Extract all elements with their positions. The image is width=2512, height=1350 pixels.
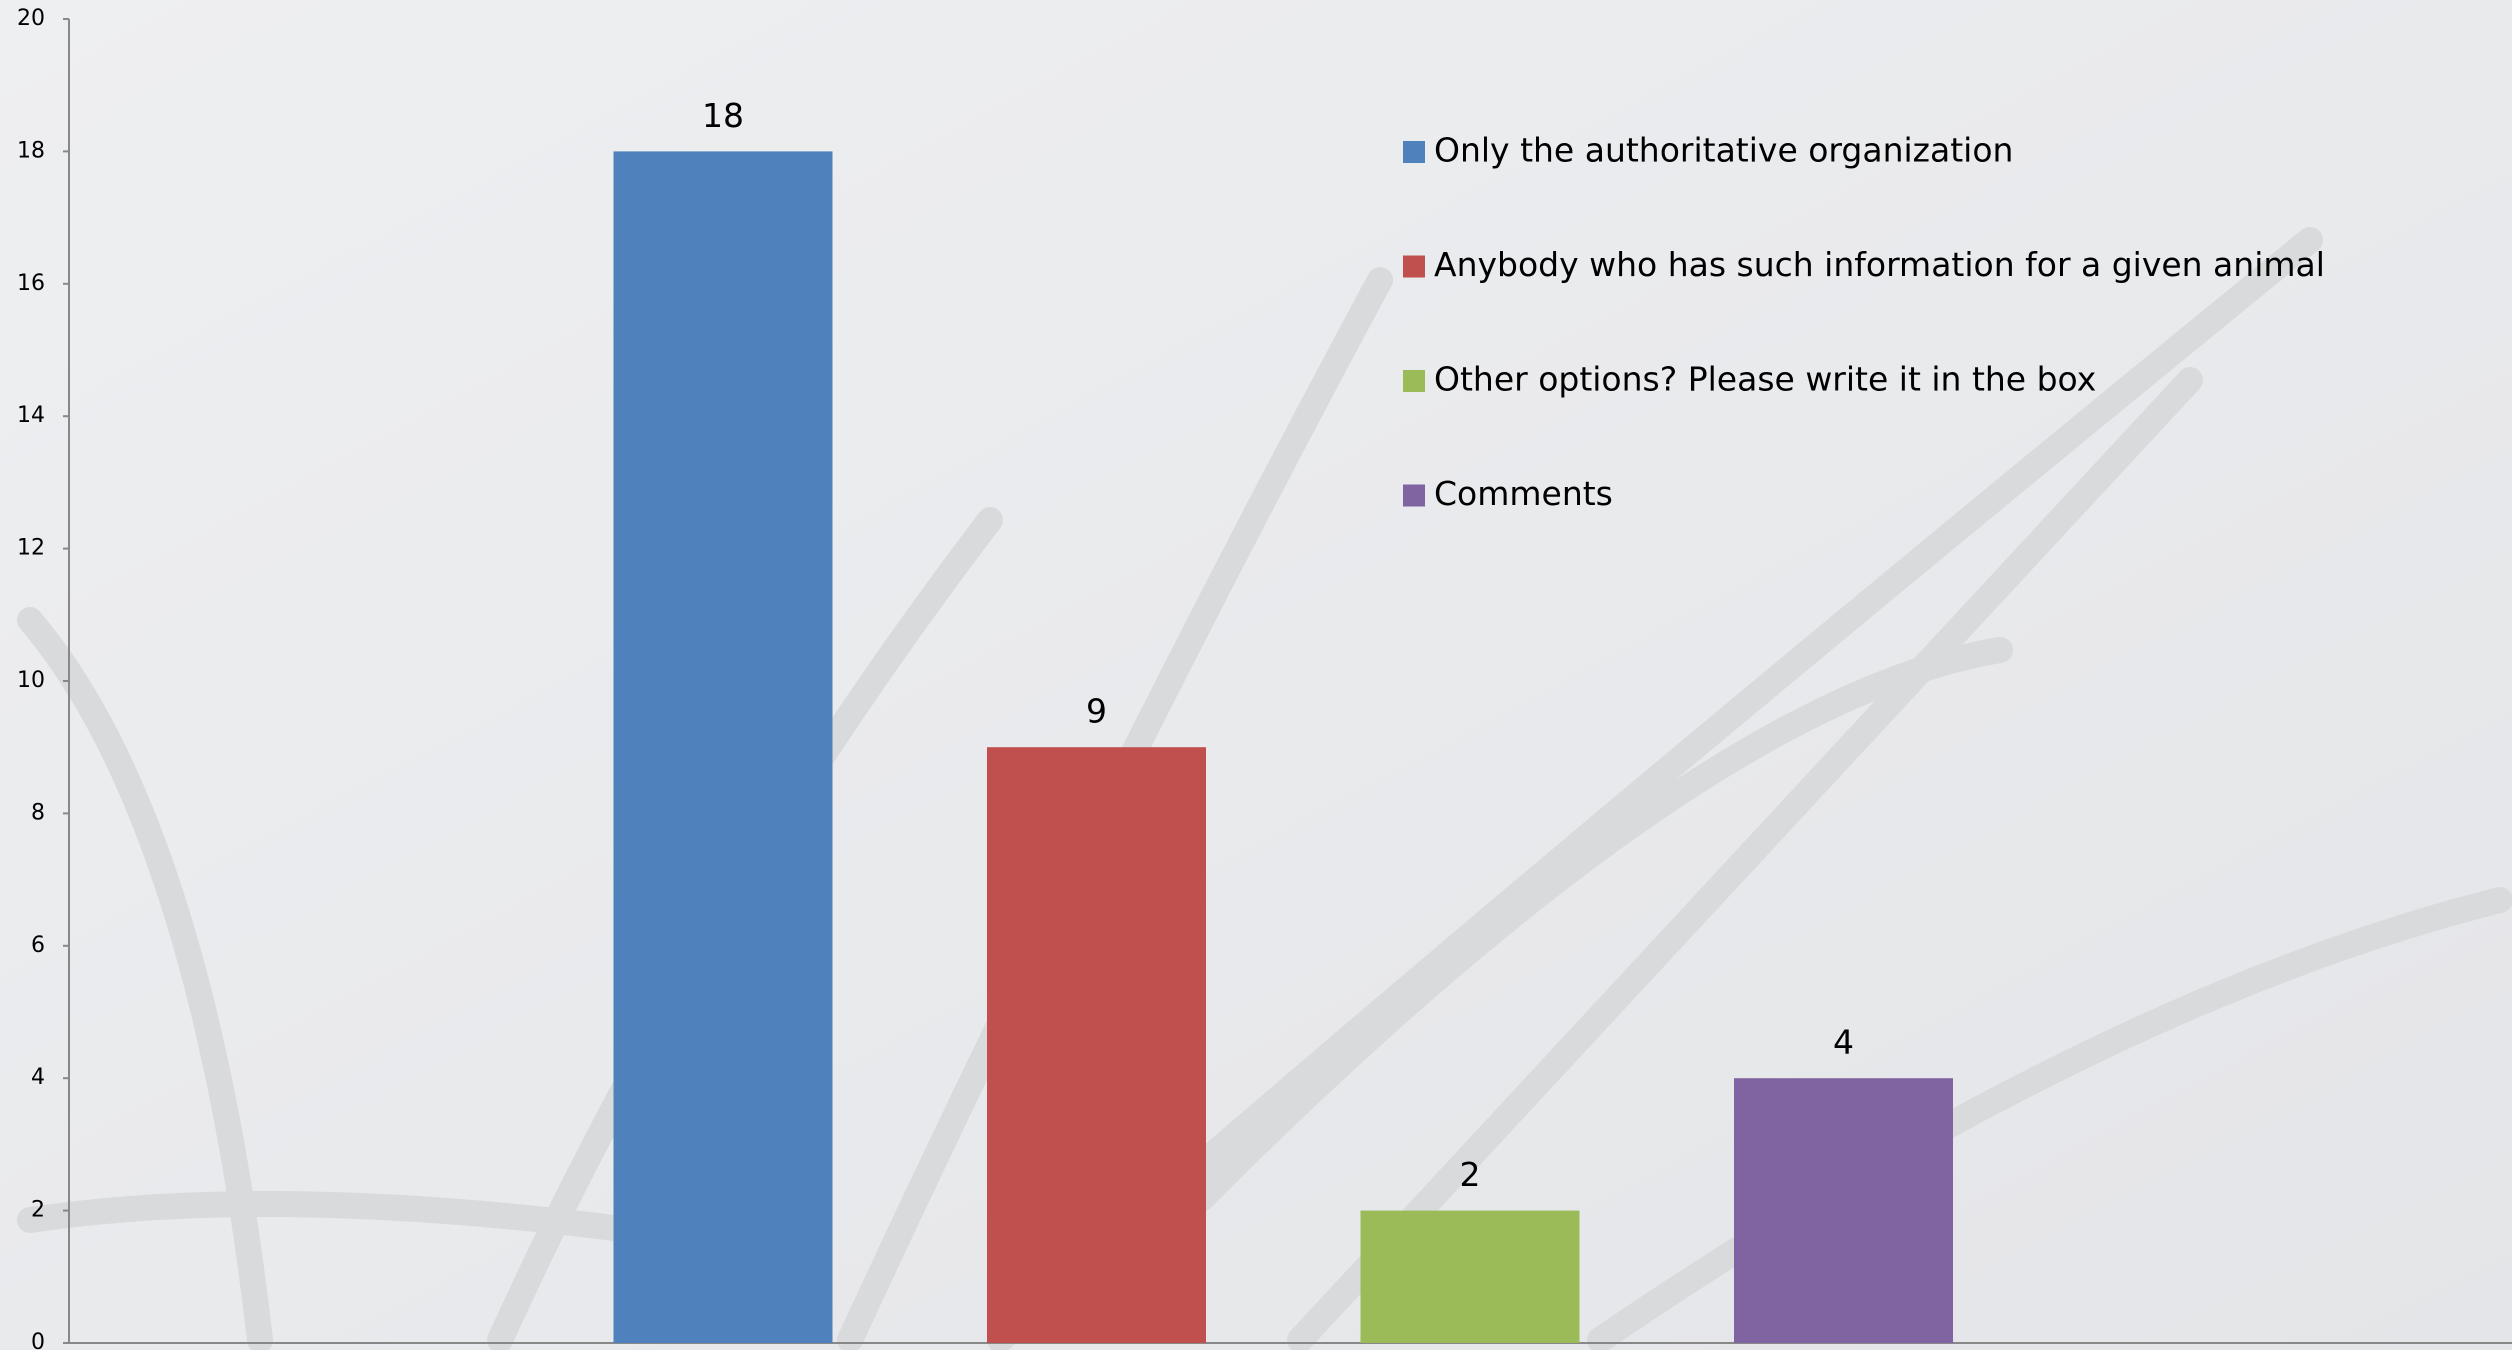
y-tick-label: 8 xyxy=(31,800,45,825)
legend-label: Comments xyxy=(1434,474,1613,513)
y-tick-label: 12 xyxy=(17,536,45,561)
legend-swatch xyxy=(1403,370,1425,392)
bar xyxy=(613,151,833,1343)
data-label: 9 xyxy=(1086,692,1107,731)
data-label: 2 xyxy=(1460,1155,1481,1194)
legend-label: Anybody who has such information for a g… xyxy=(1434,245,2325,284)
legend-label: Only the authoritative organization xyxy=(1434,131,2013,170)
bar xyxy=(1734,1078,1953,1343)
y-tick-label: 20 xyxy=(17,6,45,31)
legend-swatch xyxy=(1403,484,1425,507)
data-label: 18 xyxy=(702,96,744,135)
legend-label: Other options? Please write it in the bo… xyxy=(1434,360,2096,399)
bar xyxy=(1360,1210,1580,1343)
y-tick-label: 18 xyxy=(17,138,45,163)
y-tick-label: 4 xyxy=(31,1065,45,1090)
data-label: 4 xyxy=(1833,1023,1854,1062)
y-tick-label: 0 xyxy=(31,1330,45,1350)
y-tick-label: 2 xyxy=(31,1198,45,1223)
y-tick-label: 6 xyxy=(31,933,45,958)
y-tick-label: 14 xyxy=(17,403,45,428)
y-tick-label: 10 xyxy=(17,668,45,693)
bar xyxy=(987,747,1206,1343)
legend-swatch xyxy=(1403,255,1425,278)
legend-swatch xyxy=(1403,141,1425,163)
y-tick-label: 16 xyxy=(17,271,45,296)
